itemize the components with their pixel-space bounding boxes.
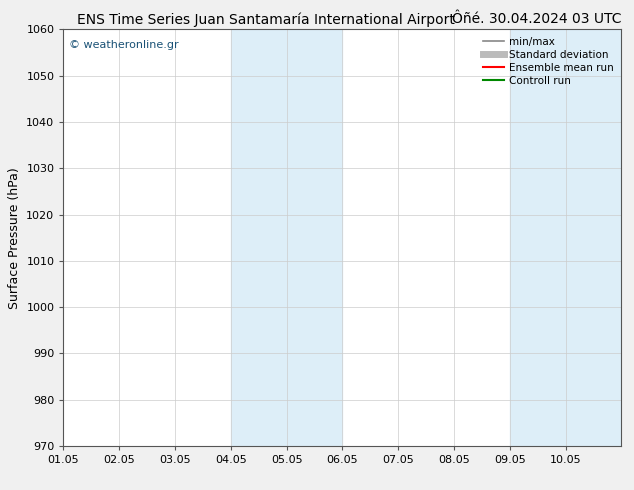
Bar bbox=[231, 29, 342, 446]
Bar bbox=[510, 29, 621, 446]
Text: ENS Time Series Juan Santamaría International Airport: ENS Time Series Juan Santamaría Internat… bbox=[77, 12, 455, 27]
Text: © weatheronline.gr: © weatheronline.gr bbox=[69, 40, 179, 50]
Y-axis label: Surface Pressure (hPa): Surface Pressure (hPa) bbox=[8, 167, 21, 309]
Text: Ôñé. 30.04.2024 03 UTC: Ôñé. 30.04.2024 03 UTC bbox=[452, 12, 621, 26]
Legend: min/max, Standard deviation, Ensemble mean run, Controll run: min/max, Standard deviation, Ensemble me… bbox=[481, 35, 616, 88]
